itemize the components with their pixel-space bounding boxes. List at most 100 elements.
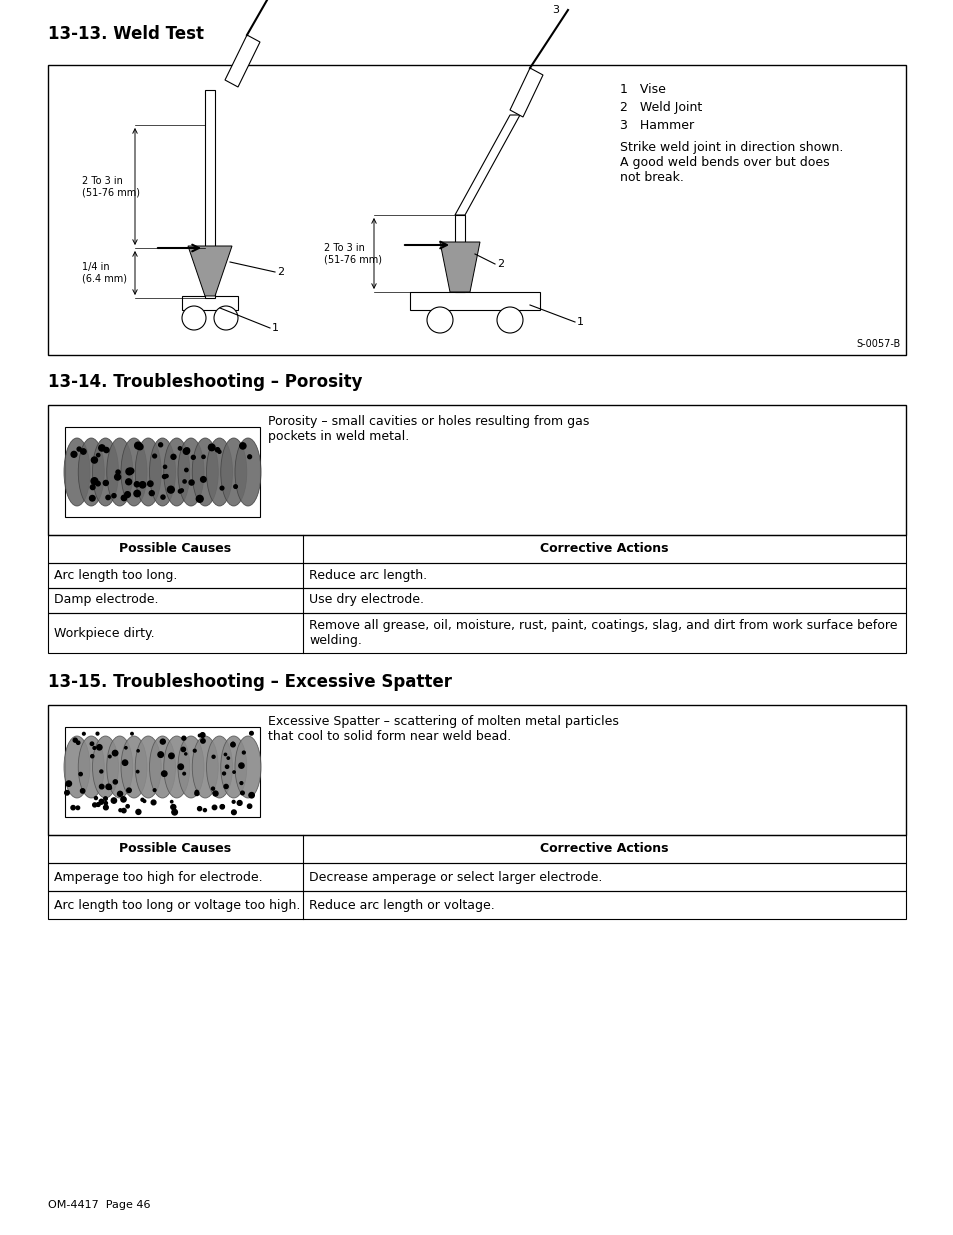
Text: Strike weld joint in direction shown.
A good weld bends over but does
not break.: Strike weld joint in direction shown. A … <box>619 141 842 184</box>
Text: 2: 2 <box>276 267 284 277</box>
Bar <box>182 296 237 310</box>
Circle shape <box>113 779 117 784</box>
Circle shape <box>99 799 104 804</box>
Circle shape <box>112 798 116 803</box>
Circle shape <box>160 739 165 745</box>
Circle shape <box>215 447 219 452</box>
Text: Arc length too long.: Arc length too long. <box>54 568 177 582</box>
Bar <box>65 427 260 517</box>
Text: 1: 1 <box>272 324 278 333</box>
Text: Remove all grease, oil, moisture, rust, paint, coatings, slag, and dirt from wor: Remove all grease, oil, moisture, rust, … <box>309 619 897 647</box>
Circle shape <box>95 482 100 485</box>
Circle shape <box>73 739 77 742</box>
Ellipse shape <box>135 736 161 798</box>
Bar <box>48 588 905 613</box>
Circle shape <box>172 809 177 815</box>
Circle shape <box>96 732 99 735</box>
Circle shape <box>99 784 104 789</box>
Circle shape <box>197 806 201 810</box>
Ellipse shape <box>107 438 132 506</box>
Bar <box>455 215 464 291</box>
Circle shape <box>121 495 127 500</box>
Circle shape <box>91 485 95 489</box>
Ellipse shape <box>206 736 233 798</box>
Circle shape <box>104 802 108 805</box>
Text: 13-15. Troubleshooting – Excessive Spatter: 13-15. Troubleshooting – Excessive Spatt… <box>48 673 452 692</box>
Circle shape <box>82 732 85 735</box>
Circle shape <box>152 454 156 458</box>
Circle shape <box>127 788 132 793</box>
Circle shape <box>181 747 185 752</box>
Circle shape <box>109 756 111 758</box>
Ellipse shape <box>78 438 104 506</box>
Ellipse shape <box>150 736 175 798</box>
Circle shape <box>497 308 522 333</box>
Text: Reduce arc length.: Reduce arc length. <box>309 568 427 582</box>
Circle shape <box>220 805 224 809</box>
Bar <box>48 863 905 890</box>
Bar <box>48 405 905 535</box>
Circle shape <box>119 809 122 811</box>
Text: Decrease amperage or select larger electrode.: Decrease amperage or select larger elect… <box>309 871 601 883</box>
Text: 1/4 in
(6.4 mm): 1/4 in (6.4 mm) <box>82 262 127 284</box>
Circle shape <box>66 781 71 787</box>
Text: 3   Hammer: 3 Hammer <box>619 119 694 132</box>
Circle shape <box>136 771 139 773</box>
Circle shape <box>122 809 126 813</box>
Circle shape <box>222 772 225 774</box>
Ellipse shape <box>92 736 118 798</box>
Circle shape <box>91 755 93 758</box>
Bar <box>48 563 905 588</box>
Bar <box>48 705 905 835</box>
Ellipse shape <box>78 736 104 798</box>
Circle shape <box>182 736 186 740</box>
Text: 1: 1 <box>577 317 583 327</box>
Circle shape <box>91 478 98 484</box>
Text: 1   Vise: 1 Vise <box>619 83 665 96</box>
Circle shape <box>141 798 144 802</box>
Circle shape <box>250 731 253 735</box>
Circle shape <box>213 306 237 330</box>
Circle shape <box>77 447 81 451</box>
Bar <box>48 535 905 563</box>
Bar <box>48 835 905 863</box>
Circle shape <box>185 448 190 453</box>
Circle shape <box>178 447 181 450</box>
Text: Amperage too high for electrode.: Amperage too high for electrode. <box>54 871 262 883</box>
Circle shape <box>81 448 86 454</box>
Circle shape <box>109 787 112 789</box>
Bar <box>48 890 905 919</box>
Text: 2: 2 <box>497 259 503 269</box>
Circle shape <box>200 477 206 482</box>
Circle shape <box>104 447 109 452</box>
Circle shape <box>104 805 108 810</box>
Circle shape <box>133 490 140 496</box>
Ellipse shape <box>164 438 190 506</box>
Text: Excessive Spatter – scattering of molten metal particles
that cool to solid form: Excessive Spatter – scattering of molten… <box>268 715 618 743</box>
Text: Reduce arc length or voltage.: Reduce arc length or voltage. <box>309 899 495 911</box>
Text: Possible Causes: Possible Causes <box>119 542 231 556</box>
Circle shape <box>76 741 80 745</box>
Circle shape <box>91 457 97 463</box>
Circle shape <box>126 468 132 474</box>
Bar <box>410 291 539 310</box>
Ellipse shape <box>164 736 190 798</box>
Circle shape <box>209 445 214 451</box>
Circle shape <box>100 769 103 773</box>
Circle shape <box>104 797 107 800</box>
Circle shape <box>134 482 139 487</box>
Circle shape <box>232 742 233 745</box>
Circle shape <box>232 800 234 803</box>
Circle shape <box>189 480 193 485</box>
Circle shape <box>112 494 116 498</box>
Circle shape <box>237 800 242 805</box>
Ellipse shape <box>234 736 261 798</box>
Circle shape <box>427 308 453 333</box>
Circle shape <box>242 751 245 753</box>
Ellipse shape <box>178 438 204 506</box>
Circle shape <box>92 803 96 806</box>
Circle shape <box>185 753 187 755</box>
Polygon shape <box>510 68 542 117</box>
Ellipse shape <box>107 736 132 798</box>
Circle shape <box>232 810 236 815</box>
